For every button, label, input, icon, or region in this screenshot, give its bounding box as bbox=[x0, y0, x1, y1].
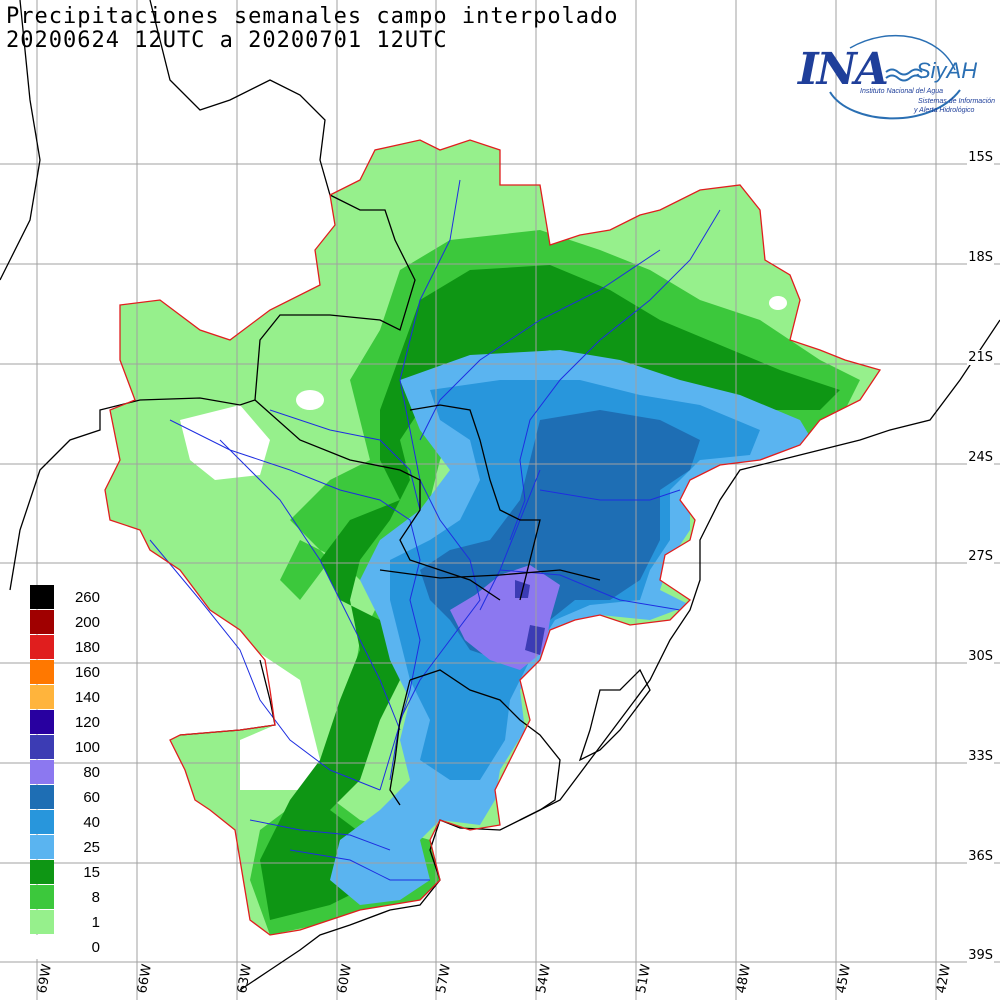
legend-label: 160 bbox=[74, 664, 100, 681]
legend-item: 140 bbox=[30, 685, 100, 710]
legend-label: 60 bbox=[83, 789, 100, 806]
river bbox=[289, 849, 430, 881]
legend-item: 100 bbox=[30, 735, 100, 760]
latitude-label: 21S bbox=[967, 350, 994, 365]
legend-swatch bbox=[30, 835, 54, 859]
border bbox=[254, 399, 501, 601]
legend-item: 60 bbox=[30, 785, 100, 810]
legend-swatch bbox=[30, 710, 54, 734]
logo-institute-text: Instituto Nacional del Agua bbox=[860, 88, 944, 95]
border bbox=[409, 404, 541, 601]
border bbox=[379, 569, 601, 581]
legend-label: 15 bbox=[83, 864, 100, 881]
latitude-label: 15S bbox=[967, 150, 994, 165]
legend-label: 25 bbox=[83, 839, 100, 856]
legend-item: 200 bbox=[30, 610, 100, 635]
river bbox=[539, 489, 681, 501]
legend-item: 80 bbox=[30, 760, 100, 785]
border bbox=[0, 0, 41, 281]
legend-item: 40 bbox=[30, 810, 100, 835]
legend-swatch bbox=[30, 635, 54, 659]
logo-ina-text: INA bbox=[798, 44, 889, 95]
latitude-label: 24S bbox=[967, 450, 994, 465]
latitude-label: 39S bbox=[967, 948, 994, 963]
legend-swatch bbox=[30, 610, 54, 634]
legend-swatch bbox=[30, 885, 54, 909]
latitude-label: 36S bbox=[967, 849, 994, 864]
river bbox=[479, 469, 541, 611]
legend-label: 8 bbox=[91, 889, 100, 906]
legend-item: 8 bbox=[30, 885, 100, 910]
legend-label: 100 bbox=[74, 739, 100, 756]
border bbox=[149, 0, 416, 401]
legend-item: 260 bbox=[30, 585, 100, 610]
basin-outline bbox=[104, 139, 882, 936]
latitude-label: 30S bbox=[967, 649, 994, 664]
border bbox=[409, 669, 561, 821]
logo-swirl bbox=[829, 34, 961, 120]
border bbox=[179, 659, 276, 736]
ina-siyah-logo: INA SiyAH Instituto Nacional del Agua Si… bbox=[790, 30, 1000, 130]
logo-siyah-text: SiyAH bbox=[916, 58, 978, 83]
river bbox=[169, 419, 421, 791]
coastline bbox=[239, 319, 1000, 991]
legend-label: 180 bbox=[74, 639, 100, 656]
field-0mm bbox=[240, 650, 320, 790]
legend-swatch bbox=[30, 685, 54, 709]
border bbox=[389, 679, 411, 806]
legend-label: 40 bbox=[83, 814, 100, 831]
field-0mm bbox=[180, 405, 270, 480]
legend-label: 80 bbox=[83, 764, 100, 781]
legend-label: 260 bbox=[74, 589, 100, 606]
legend-item: 0 bbox=[30, 935, 100, 960]
legend-item: 180 bbox=[30, 635, 100, 660]
river bbox=[389, 179, 481, 781]
legend-item: 160 bbox=[30, 660, 100, 685]
legend-swatch bbox=[30, 785, 54, 809]
river bbox=[219, 439, 401, 731]
precipitation-legend: 260 200 180 160 140 120 100 80 60 40 25 15 8 1 0 bbox=[30, 585, 100, 960]
river bbox=[419, 249, 661, 441]
latitude-label: 18S bbox=[967, 250, 994, 265]
legend-swatch bbox=[30, 585, 54, 609]
field-0mm bbox=[296, 390, 324, 410]
river bbox=[149, 539, 381, 791]
legend-label: 0 bbox=[91, 939, 100, 956]
legend-label: 120 bbox=[74, 714, 100, 731]
lagoon bbox=[578, 668, 651, 762]
latitude-label: 27S bbox=[967, 549, 994, 564]
river bbox=[249, 819, 391, 851]
field-15mm bbox=[260, 265, 840, 920]
legend-label: 140 bbox=[74, 689, 100, 706]
logo-subtitle-2: y Alerta Hidrológico bbox=[914, 107, 975, 114]
legend-label: 1 bbox=[91, 914, 100, 931]
legend-label: 200 bbox=[74, 614, 100, 631]
legend-item: 1 bbox=[30, 910, 100, 935]
legend-item: 120 bbox=[30, 710, 100, 735]
map-title: Precipitaciones semanales campo interpol… bbox=[6, 4, 619, 29]
field-100mm bbox=[525, 625, 545, 655]
field-0mm bbox=[769, 296, 787, 310]
river bbox=[509, 209, 721, 541]
legend-swatch bbox=[30, 935, 54, 959]
logo-subtitle-1: Sistemas de Información bbox=[918, 98, 996, 105]
legend-swatch bbox=[30, 860, 54, 884]
legend-swatch bbox=[30, 760, 54, 784]
legend-item: 15 bbox=[30, 860, 100, 885]
river bbox=[269, 409, 421, 511]
legend-swatch bbox=[30, 810, 54, 834]
map-date-range: 20200624 12UTC a 20200701 12UTC bbox=[6, 28, 448, 53]
legend-swatch bbox=[30, 660, 54, 684]
latitude-label: 33S bbox=[967, 749, 994, 764]
legend-item: 25 bbox=[30, 835, 100, 860]
legend-swatch bbox=[30, 735, 54, 759]
legend-swatch bbox=[30, 910, 54, 934]
rivers bbox=[149, 179, 721, 881]
border bbox=[9, 397, 256, 591]
